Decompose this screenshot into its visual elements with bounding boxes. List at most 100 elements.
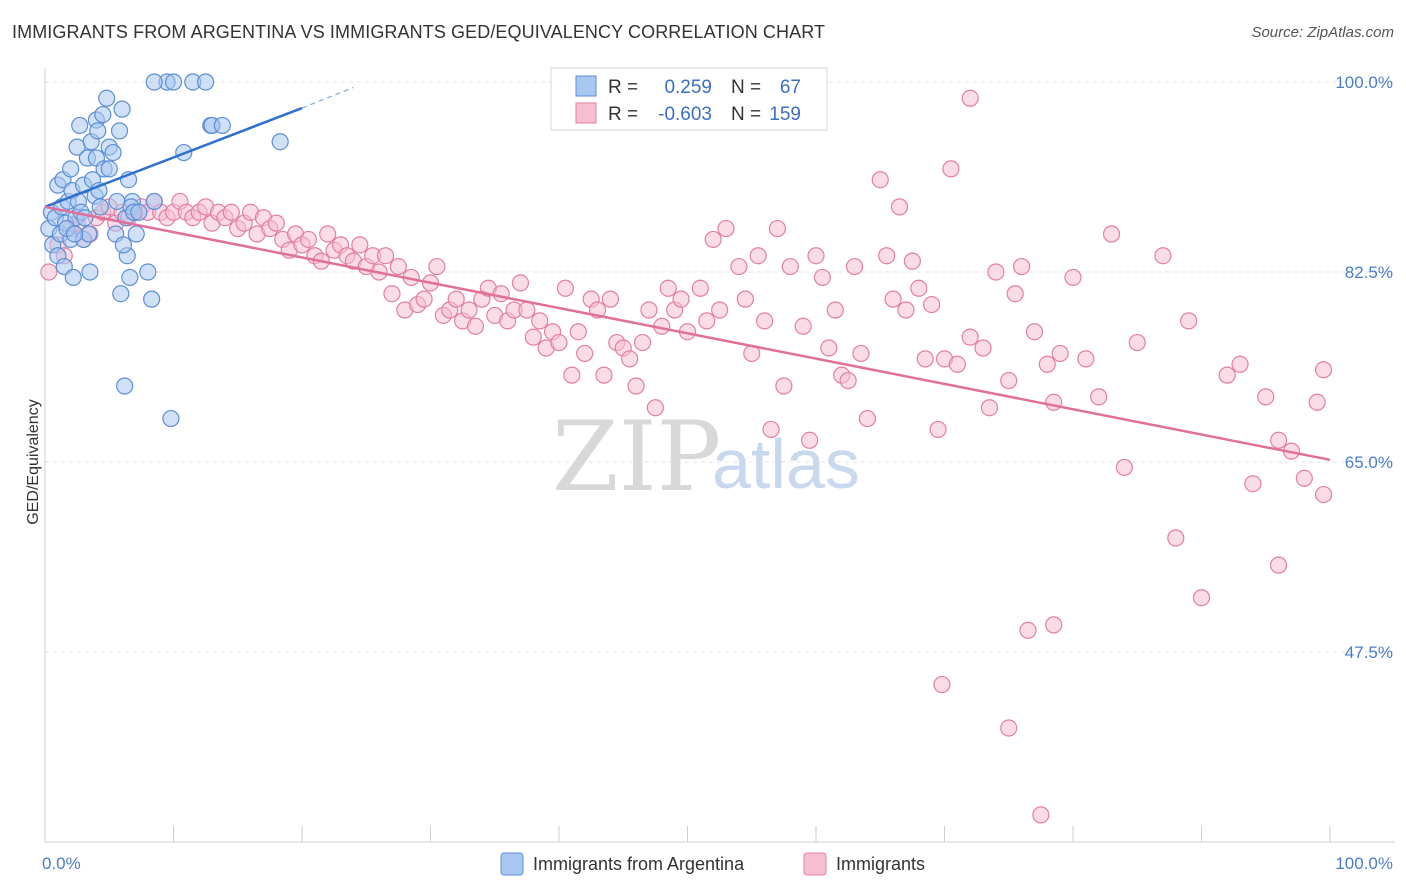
- immigrants-point-155: [1154, 247, 1172, 265]
- immigrants-point-133: [923, 295, 941, 314]
- immigrants-point-118: [820, 339, 838, 357]
- immigrants-point-158: [1192, 589, 1211, 607]
- immigrants-point-74: [518, 301, 536, 319]
- grid-lines: [45, 81, 1395, 653]
- immigrants-point-116: [807, 247, 825, 265]
- chart-title: IMMIGRANTS FROM ARGENTINA VS IMMIGRANTS …: [12, 22, 826, 42]
- immigrants-point-102: [704, 230, 722, 249]
- argentina-point-15: [64, 268, 82, 287]
- argentina-point-61: [164, 73, 183, 91]
- immigrants-point-175: [1314, 361, 1333, 379]
- x-tick-labels: 0.0% 100.0%: [42, 854, 1393, 873]
- immigrants-point-114: [794, 317, 812, 335]
- series-legend: Immigrants from Argentina Immigrants: [500, 852, 925, 876]
- immigrants-point-104: [717, 219, 735, 238]
- source-credit: Source: ZipAtlas.com: [1251, 24, 1394, 41]
- argentina-point-68: [213, 116, 231, 135]
- immigrants-point-113: [781, 257, 799, 276]
- immigrants-point-170: [1000, 719, 1018, 737]
- immigrants-point-153: [1115, 458, 1134, 477]
- legend-pink-r-value: -0.603: [658, 104, 712, 125]
- series-legend-label-immigrants: Immigrants: [836, 854, 925, 874]
- immigrants-point-157: [1180, 312, 1198, 330]
- series-legend-label-argentina: Immigrants from Argentina: [533, 854, 745, 874]
- immigrants-point-138: [961, 328, 979, 346]
- immigrants-point-83: [576, 344, 594, 363]
- immigrants-point-174: [1269, 556, 1288, 574]
- immigrants-point-145: [1025, 323, 1044, 341]
- immigrants-point-169: [961, 89, 979, 107]
- immigrants-point-168: [933, 675, 951, 694]
- immigrants-point-141: [987, 263, 1005, 281]
- immigrants-point-66: [466, 317, 485, 335]
- immigrants-point-162: [1257, 388, 1275, 406]
- legend-swatch-pink: [575, 102, 597, 124]
- series-legend-swatch-immigrants: [803, 852, 827, 876]
- immigrants-point-91: [627, 377, 645, 395]
- axes: [44, 68, 1395, 843]
- watermark-atlas: atlas: [712, 425, 860, 503]
- argentina-point-65: [197, 73, 215, 91]
- immigrants-point-122: [845, 257, 864, 276]
- legend-blue-r-label: R =: [608, 77, 638, 98]
- immigrants-point-136: [942, 160, 960, 178]
- argentina-point-59: [145, 192, 163, 211]
- stats-legend-box: [550, 67, 828, 131]
- immigrants-point-117: [813, 268, 832, 287]
- immigrants-point-106: [736, 290, 754, 308]
- immigrants-point-87: [601, 290, 620, 308]
- argentina-point-19: [71, 116, 89, 135]
- argentina-point-70: [271, 133, 289, 151]
- immigrants-point-48: [351, 236, 369, 254]
- immigrants-point-110: [762, 420, 780, 439]
- argentina-point-23: [76, 209, 94, 227]
- legend-pink-r-label: R =: [608, 104, 638, 125]
- immigrants-point-131: [910, 279, 928, 297]
- stats-legend: R = 0.259 N = 67 R = -0.603 N = 159: [550, 67, 828, 131]
- y-tick-label-1: 82.5%: [1345, 263, 1393, 282]
- immigrants-point-63: [447, 290, 465, 308]
- y-tick-label-3: 47.5%: [1345, 643, 1393, 662]
- immigrants-point-82: [569, 323, 587, 341]
- immigrants-point-86: [595, 366, 613, 384]
- immigrants-point-151: [1090, 388, 1108, 406]
- immigrants-point-171: [1019, 621, 1037, 639]
- series-legend-swatch-argentina: [500, 852, 524, 876]
- y-tick-labels: 100.0% 82.5% 65.0% 47.5%: [1335, 73, 1393, 662]
- immigrants-point-156: [1167, 529, 1185, 547]
- immigrants-point-90: [621, 350, 639, 368]
- immigrants-point-132: [916, 350, 934, 368]
- immigrants-point-129: [897, 301, 915, 319]
- immigrants-point-123: [852, 344, 870, 363]
- data-points: [40, 73, 1333, 824]
- legend-blue-n-value: 67: [780, 77, 801, 98]
- immigrants-point-125: [871, 171, 889, 189]
- x-tick-label-start: 0.0%: [42, 854, 81, 873]
- y-tick-label-2: 65.0%: [1345, 453, 1393, 472]
- argentina-point-26: [81, 263, 99, 281]
- immigrants-point-146: [1038, 355, 1056, 373]
- immigrants-point-35: [267, 214, 285, 232]
- immigrants-point-105: [730, 257, 748, 276]
- watermark: ZIP atlas: [552, 401, 860, 513]
- immigrants-point-166: [1308, 393, 1326, 411]
- immigrants-point-152: [1102, 225, 1121, 243]
- immigrants-point-80: [556, 279, 575, 297]
- immigrants-point-43: [319, 225, 337, 243]
- immigrants-point-70: [492, 285, 510, 303]
- argentina-point-55: [130, 203, 148, 221]
- immigrants-point-150: [1077, 350, 1095, 368]
- immigrants-point-115: [800, 431, 819, 449]
- immigrants-point-96: [659, 279, 677, 297]
- legend-blue-n-label: N =: [731, 77, 761, 98]
- argentina-point-54: [127, 225, 145, 243]
- watermark-zip: ZIP: [552, 401, 721, 513]
- immigrants-point-173: [1045, 616, 1063, 634]
- legend-pink-n-label: N =: [731, 104, 761, 125]
- argentina-point-57: [139, 263, 157, 281]
- immigrants-point-53: [383, 285, 401, 303]
- immigrants-point-147: [1045, 393, 1063, 411]
- argentina-point-43: [110, 122, 129, 140]
- immigrants-point-124: [858, 409, 877, 428]
